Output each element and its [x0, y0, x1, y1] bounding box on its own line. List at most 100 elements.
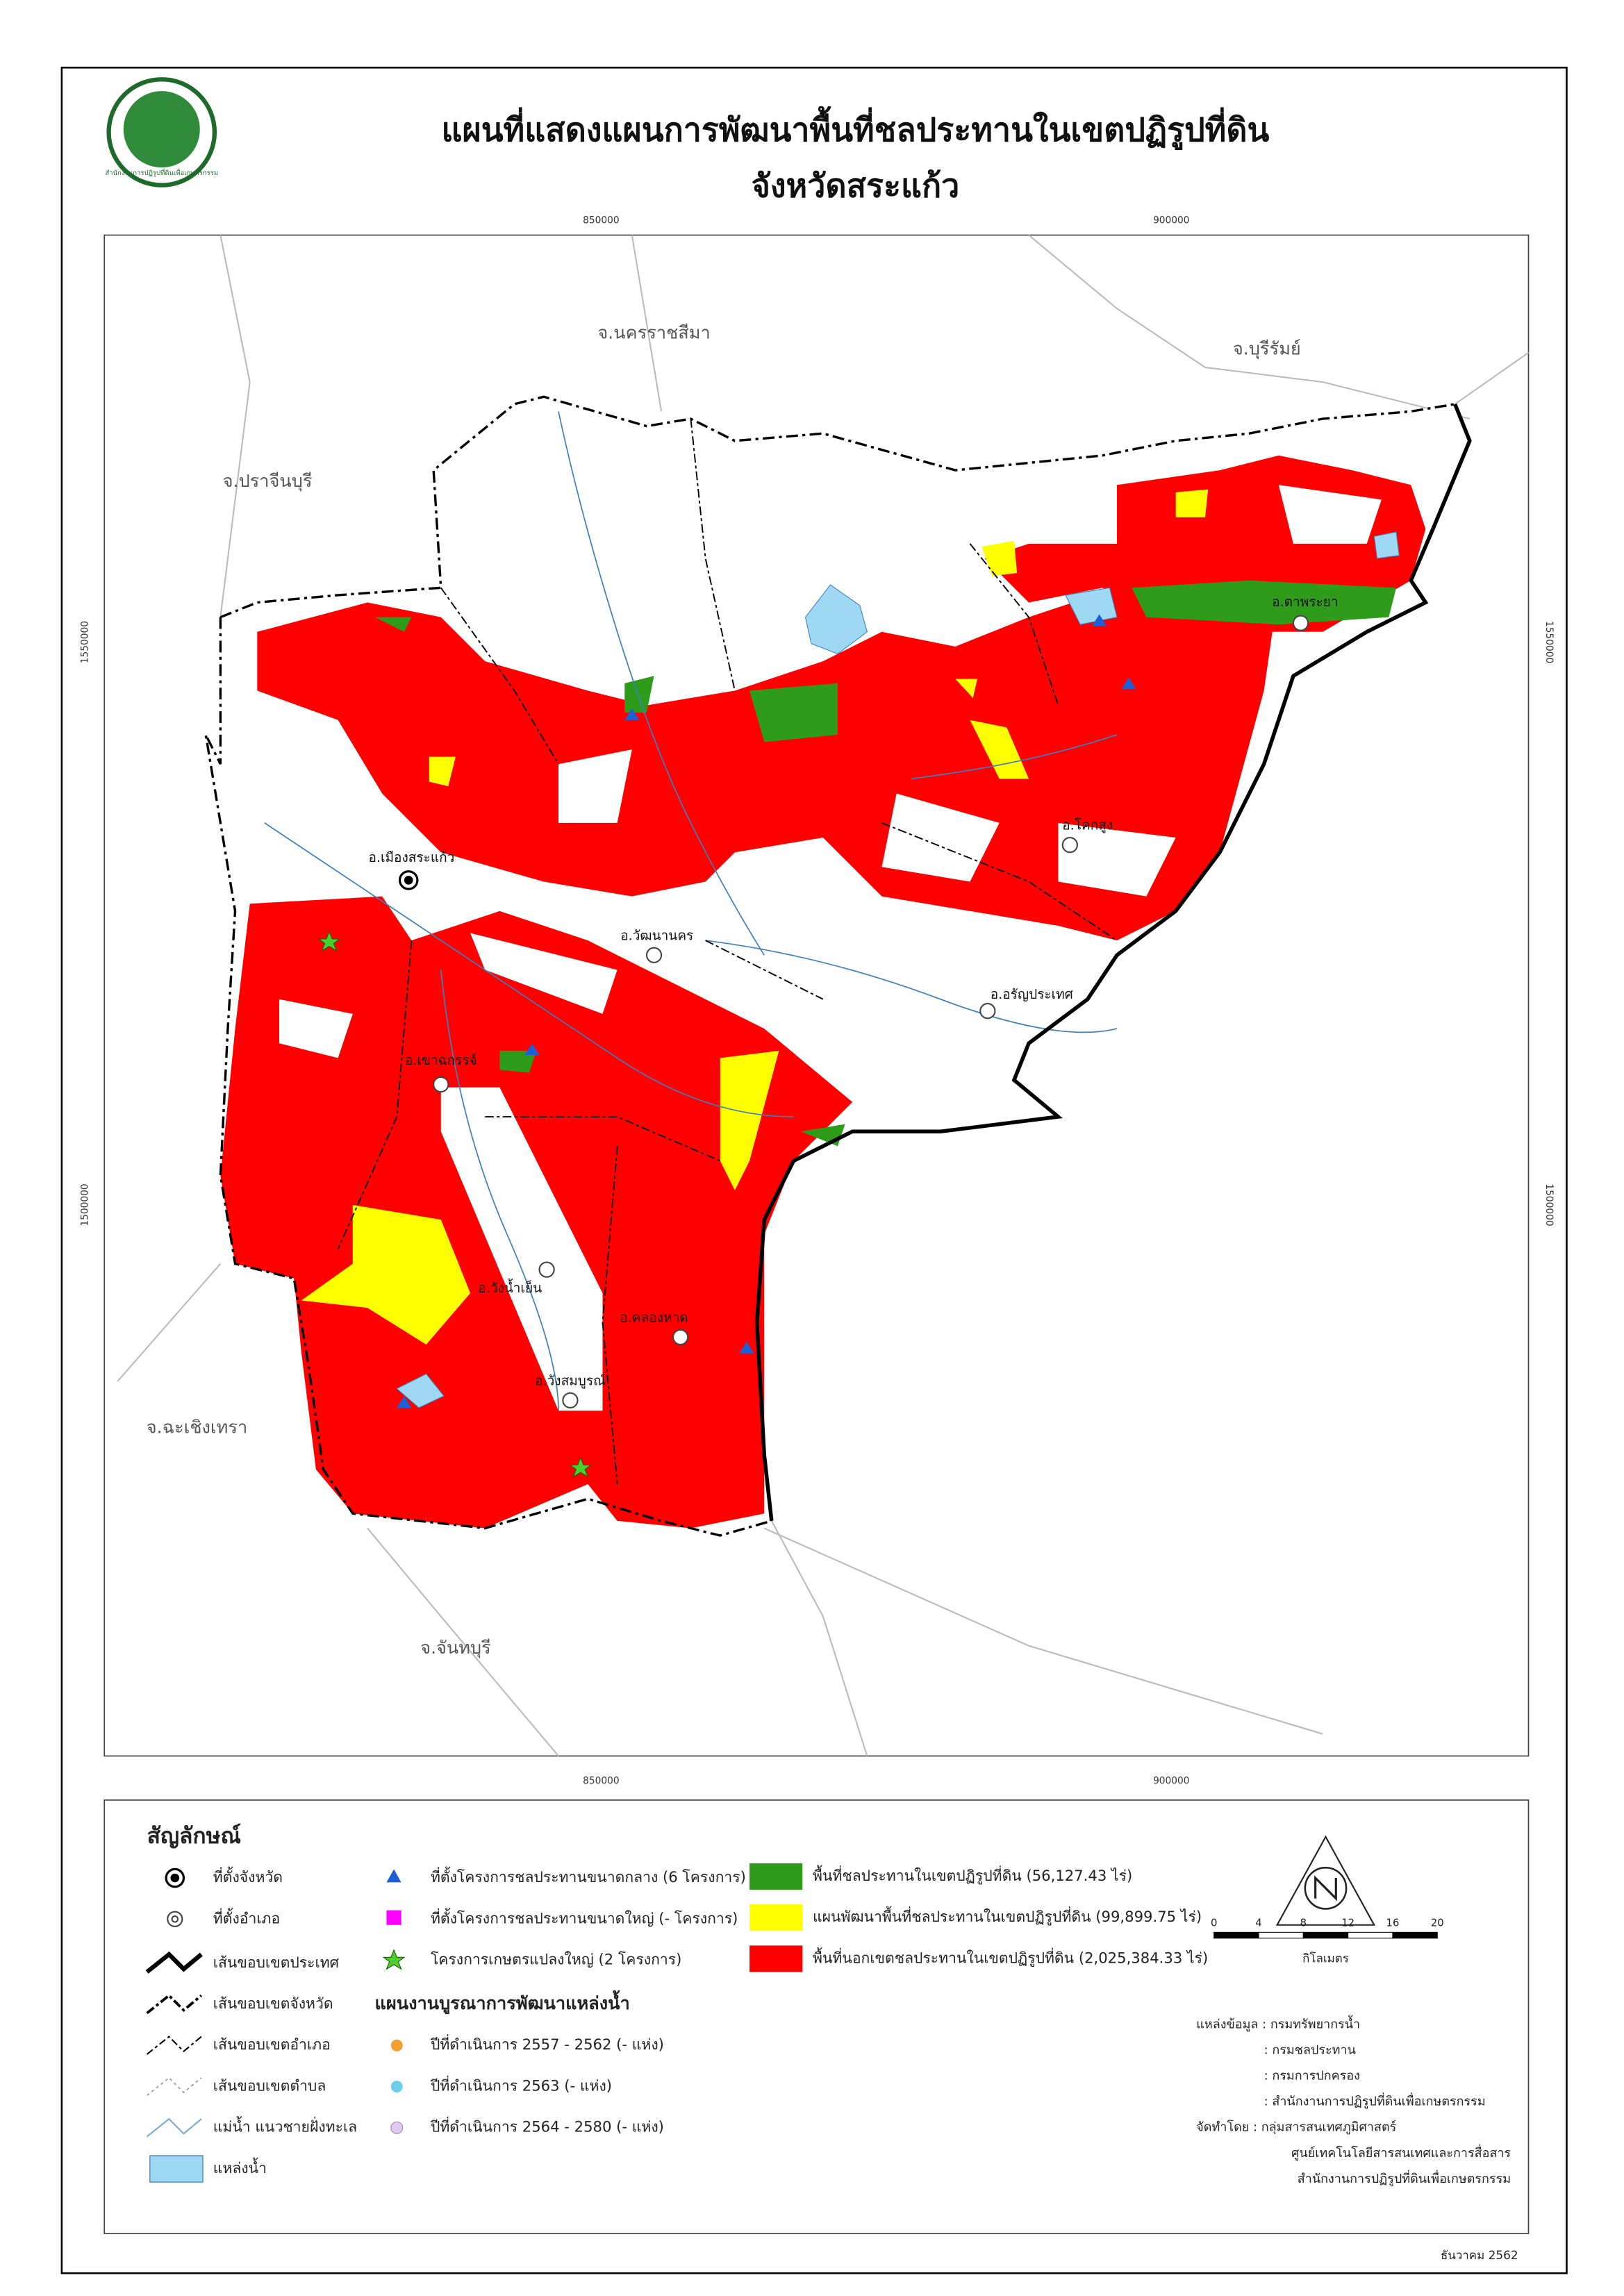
province-label: จ.ฉะเชิงเทรา [147, 1417, 247, 1438]
province-label: จ.จันทบุรี [420, 1637, 491, 1658]
credit-line: : กรมการปกครอง [1264, 2069, 1360, 2083]
province-label: จ.บุรีรัมย์ [1233, 338, 1301, 360]
scale-segment [1213, 1931, 1259, 1939]
legend-irrigated [749, 1863, 803, 1890]
district-label: อ.วังสมบูรณ์ [535, 1373, 606, 1388]
scale-tick-label: 12 [1341, 1918, 1354, 1929]
legend-label: แม่น้ำ แนวชายฝั่งทะเล [213, 2116, 357, 2136]
district-label: อ.โคกสูง [1062, 817, 1113, 833]
y-tick-label: 1500000 [1543, 1183, 1555, 1226]
title: แผนที่แสดงแผนการพัฒนาพื้นที่ชลประทานในเข… [441, 106, 1269, 150]
district-label: อ.เมืองสระแก้ว [369, 850, 455, 865]
legend-frame [103, 1799, 1530, 2234]
scale-segment [1348, 1931, 1393, 1939]
legend-symbols [145, 1863, 803, 2183]
y-tick-label: 1550000 [1543, 621, 1555, 663]
legend-province-line [146, 1993, 203, 2015]
credit-line: แหล่งข้อมูล : กรมทรัพยากรน้ำ [1196, 2015, 1360, 2032]
legend-label: ปีที่ดำเนินการ 2563 (- แห่ง) [430, 2075, 612, 2094]
legend-label: พื้นที่ชลประทานในเขตปฏิรูปที่ดิน (56,127… [813, 1865, 1132, 1885]
legend-large-project [386, 1910, 401, 1925]
project-site [739, 1341, 754, 1354]
district-seat [433, 1076, 449, 1093]
medium-projects [397, 614, 1136, 1408]
district-seat [1061, 836, 1078, 854]
district-label: อ.วัฒนานคร [620, 928, 693, 943]
x-tick-label: 900000 [1153, 1775, 1190, 1786]
rivers [264, 411, 1118, 1411]
district-label: อ.ตาพระยา [1272, 594, 1338, 610]
scale-bar: 0 4 8 12 16 20 [1211, 1918, 1444, 1939]
district-label: อ.คลองหาด [620, 1310, 688, 1325]
credit-line: จัดทำโดย : กลุ่มสารสนเทศภูมิศาสตร์ [1196, 2120, 1396, 2135]
district-seat [1292, 615, 1309, 631]
irrigation-plan-area [301, 489, 1209, 1345]
legend-label: เส้นขอบเขตจังหวัด [213, 1995, 333, 2012]
north-arrow [1275, 1835, 1376, 1926]
legend-label: ที่ตั้งโครงการชลประทานขนาดกลาง (6 โครงกา… [431, 1866, 746, 1886]
district-seats [433, 615, 1309, 1409]
legend-label: เส้นขอบเขตตำบล [213, 2077, 326, 2094]
credit-line: : กรมชลประทาน [1264, 2043, 1356, 2058]
legend-water-2563 [390, 2081, 403, 2093]
legend-district-line [146, 2036, 202, 2055]
scale-tick-label: 16 [1386, 1918, 1400, 1929]
non-irrigated-area [257, 558, 1279, 941]
province-boundary [204, 395, 1455, 1537]
district-label: อ.เขาฉกรรจ์ [405, 1053, 477, 1068]
legend-label: พื้นที่นอกเขตชลประทานในเขตปฏิรูปที่ดิน (… [813, 1947, 1208, 1967]
district-seat [538, 1261, 555, 1278]
date: ธันวาคม 2562 [1441, 2248, 1518, 2262]
y-tick-label: 1550000 [80, 621, 91, 663]
legend-label: ที่ตั้งจังหวัด [213, 1866, 283, 1886]
legend-label: ปีที่ดำเนินการ 2557 - 2562 (- แห่ง) [430, 2034, 664, 2053]
x-tick-label: 850000 [583, 215, 620, 226]
project-site [1121, 677, 1136, 690]
logo-text: สำนักงานการปฏิรูปที่ดินเพื่อเกษตรกรรม [105, 168, 218, 177]
scale-tick-label: 20 [1431, 1918, 1444, 1929]
legend-label: ปีที่ดำเนินการ 2564 - 2580 (- แห่ง) [430, 2117, 664, 2136]
province-label: จ.นครราชสีมา [597, 322, 710, 342]
credit-line: สำนักงานการปฏิรูปที่ดินเพื่อเกษตรกรรม [1298, 2170, 1511, 2186]
x-tick-label: 850000 [583, 1775, 620, 1786]
subtitle: จังหวัดสระแก้ว [752, 167, 960, 204]
credit-line: : สำนักงานการปฏิรูปที่ดินเพื่อเกษตรกรรม [1264, 2093, 1486, 2109]
legend-province-seat-dot [170, 1873, 180, 1883]
scale-tick-label: 8 [1300, 1918, 1307, 1929]
project-site [524, 1043, 540, 1056]
legend-non-irrigated [749, 1945, 803, 1972]
district-seat [979, 1003, 996, 1020]
legend-label: ที่ตั้งโครงการชลประทานขนาดใหญ่ (- โครงกา… [431, 1907, 738, 1927]
legend-medium-project [386, 1869, 401, 1883]
water-body [396, 531, 1400, 1408]
project-site [397, 1396, 412, 1408]
district-boundary [337, 418, 1118, 1485]
neighbor-boundaries [117, 234, 1530, 1757]
logo-emblem [123, 91, 200, 168]
credit-line: ศูนย์เทคโนโลยีสารสนเทศและการสื่อสาร [1291, 2144, 1511, 2161]
legend-water-2557 [390, 2039, 403, 2052]
legend-water-2564 [390, 2121, 404, 2134]
country-boundary [754, 403, 1472, 1522]
legend-label: แผนพัฒนาพื้นที่ชลประทานในเขตปฏิรูปที่ดิน… [813, 1906, 1202, 1926]
north-arrow-triangle [1275, 1835, 1376, 1926]
x-tick-label: 900000 [1153, 215, 1190, 226]
logo: สำนักงานการปฏิรูปที่ดินเพื่อเกษตรกรรม [105, 77, 218, 188]
north-arrow-n [1314, 1875, 1337, 1902]
scale-tick-label: 4 [1255, 1918, 1261, 1929]
project-site [1092, 614, 1107, 626]
scale-segment [1392, 1931, 1438, 1939]
legend-river-line [146, 2118, 202, 2138]
legend-district-seat-inner [171, 1915, 179, 1923]
province-label: จ.ปราจีนบุรี [223, 470, 313, 492]
legend-label: ที่ตั้งอำเภอ [213, 1907, 280, 1927]
scale-segment [1302, 1931, 1349, 1939]
scale-tick-label: 0 [1211, 1918, 1217, 1929]
legend-farm-project [382, 1949, 406, 1970]
page-border [60, 67, 1568, 2274]
map-content: จ.นครราชสีมา จ.บุรีรัมย์ จ.ปราจีนบุรี จ.… [117, 234, 1530, 1757]
legend-title: สัญลักษณ์ [147, 1823, 241, 1849]
district-seat [562, 1392, 579, 1409]
credits: แหล่งข้อมูล : กรมทรัพยากรน้ำ : กรมชลประทา… [1196, 2015, 1511, 2186]
